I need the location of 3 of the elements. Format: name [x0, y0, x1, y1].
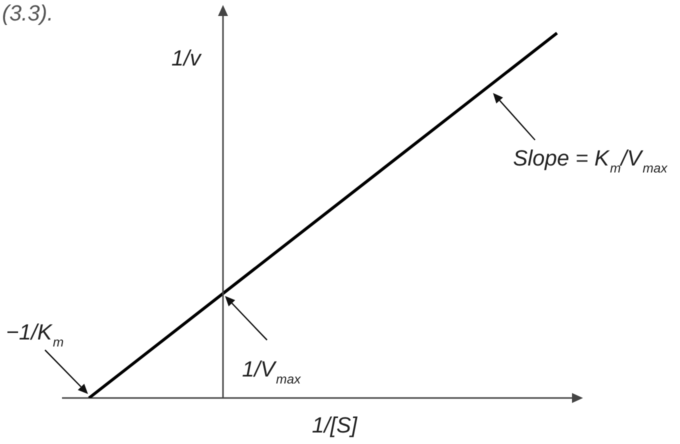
text: (3.3). [2, 0, 54, 26]
y-axis-title: 1/v [171, 46, 203, 71]
x-axis-title: 1/[S] [312, 412, 358, 438]
